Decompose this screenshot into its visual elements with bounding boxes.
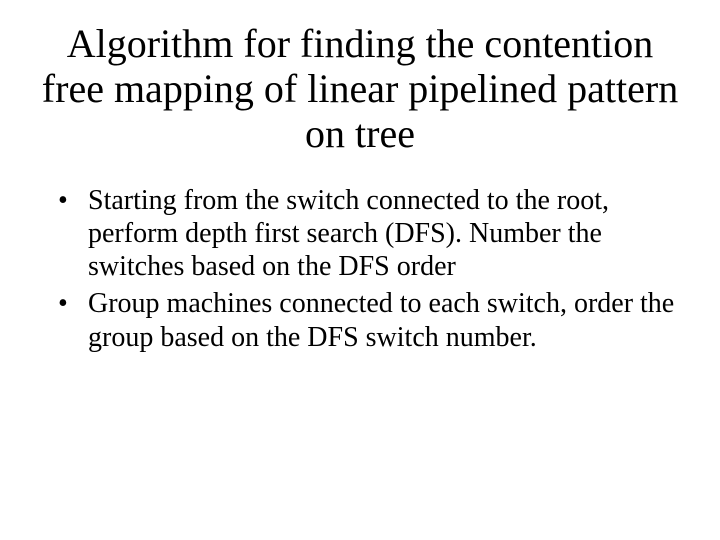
bullet-list: Starting from the switch connected to th… — [58, 184, 680, 353]
list-item: Starting from the switch connected to th… — [58, 184, 680, 283]
slide-title: Algorithm for finding the contention fre… — [40, 22, 680, 156]
list-item: Group machines connected to each switch,… — [58, 287, 680, 353]
slide: Algorithm for finding the contention fre… — [0, 0, 720, 540]
